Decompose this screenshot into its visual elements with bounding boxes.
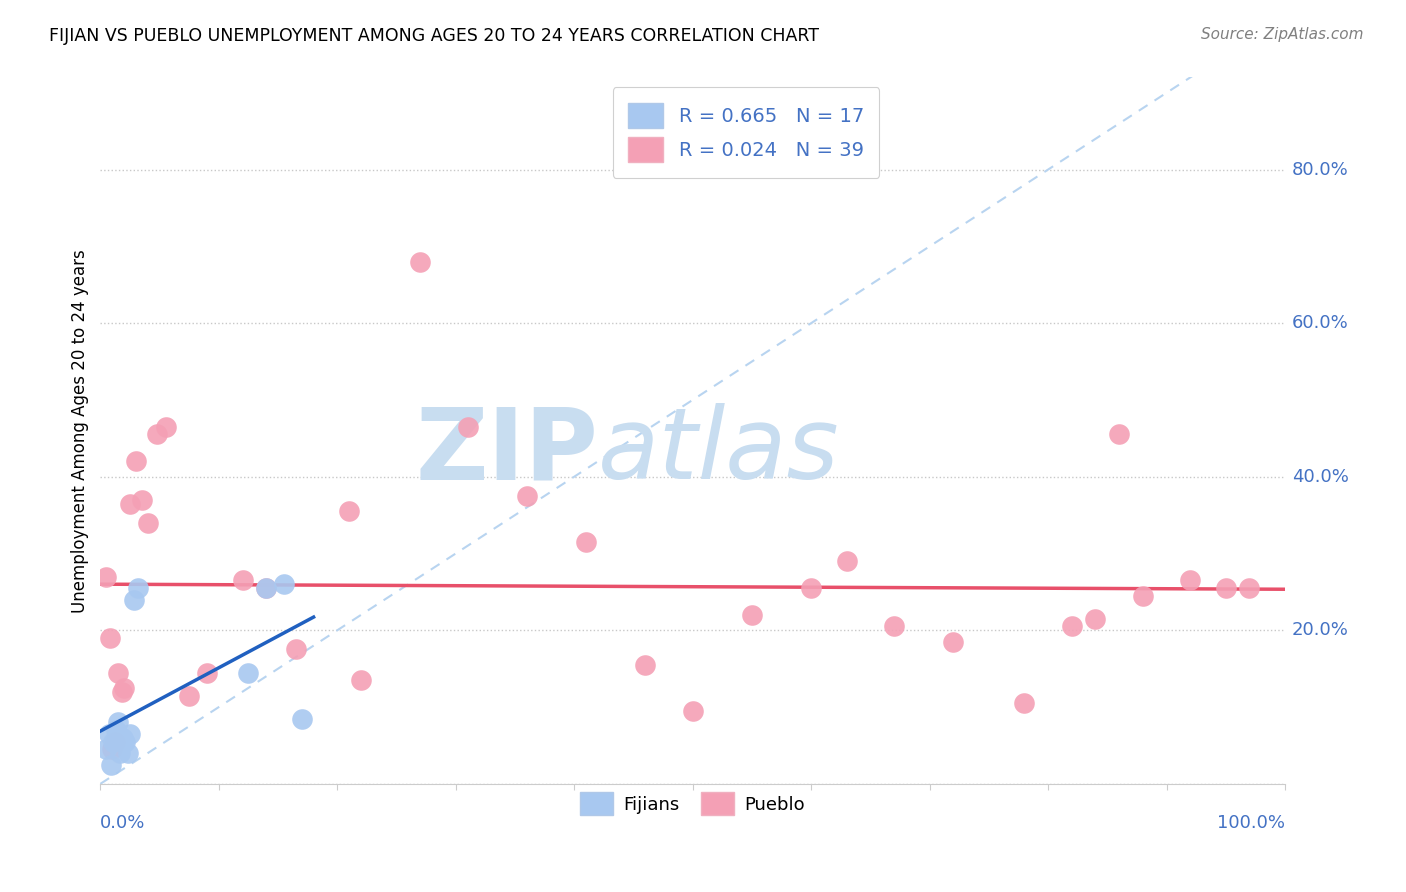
Point bbox=[238, 665, 260, 680]
Point bbox=[1180, 574, 1202, 588]
Point bbox=[1014, 696, 1036, 710]
Point bbox=[1108, 427, 1130, 442]
Text: FIJIAN VS PUEBLO UNEMPLOYMENT AMONG AGES 20 TO 24 YEARS CORRELATION CHART: FIJIAN VS PUEBLO UNEMPLOYMENT AMONG AGES… bbox=[49, 27, 820, 45]
Point bbox=[1132, 589, 1154, 603]
Point bbox=[136, 516, 159, 530]
Point bbox=[96, 742, 118, 756]
Point bbox=[350, 673, 373, 688]
Point bbox=[117, 746, 139, 760]
Point bbox=[1215, 581, 1237, 595]
Point bbox=[155, 419, 177, 434]
Point bbox=[1060, 619, 1083, 633]
Point bbox=[800, 581, 823, 595]
Point bbox=[114, 734, 136, 748]
Point bbox=[942, 635, 965, 649]
Point bbox=[107, 715, 129, 730]
Point bbox=[118, 727, 141, 741]
Text: 20.0%: 20.0% bbox=[1292, 622, 1348, 640]
Point bbox=[118, 497, 141, 511]
Text: 40.0%: 40.0% bbox=[1292, 467, 1348, 486]
Point bbox=[104, 723, 127, 737]
Point bbox=[103, 734, 125, 748]
Point bbox=[96, 569, 118, 583]
Point bbox=[457, 419, 479, 434]
Point bbox=[111, 731, 134, 745]
Point bbox=[112, 681, 135, 695]
Point bbox=[101, 742, 124, 756]
Point bbox=[516, 489, 538, 503]
Point bbox=[110, 746, 132, 760]
Point bbox=[103, 734, 125, 748]
Text: ZIP: ZIP bbox=[415, 403, 598, 500]
Point bbox=[273, 577, 295, 591]
Point bbox=[146, 427, 169, 442]
Text: 60.0%: 60.0% bbox=[1292, 314, 1348, 332]
Point bbox=[682, 704, 704, 718]
Point bbox=[179, 689, 201, 703]
Point bbox=[741, 607, 763, 622]
Point bbox=[409, 254, 432, 268]
Point bbox=[127, 581, 149, 595]
Point bbox=[254, 581, 277, 595]
Point bbox=[122, 592, 145, 607]
Point bbox=[284, 642, 307, 657]
Point bbox=[883, 619, 905, 633]
Point bbox=[1239, 581, 1261, 595]
Point bbox=[97, 727, 120, 741]
Point bbox=[100, 757, 122, 772]
Point bbox=[337, 504, 360, 518]
Point bbox=[835, 554, 858, 568]
Point bbox=[131, 492, 153, 507]
Point bbox=[254, 581, 277, 595]
Text: Source: ZipAtlas.com: Source: ZipAtlas.com bbox=[1201, 27, 1364, 42]
Point bbox=[195, 665, 218, 680]
Point bbox=[125, 454, 148, 468]
Point bbox=[1084, 612, 1107, 626]
Y-axis label: Unemployment Among Ages 20 to 24 years: Unemployment Among Ages 20 to 24 years bbox=[72, 249, 89, 613]
Text: 80.0%: 80.0% bbox=[1292, 161, 1348, 178]
Legend: Fijians, Pueblo: Fijians, Pueblo bbox=[571, 783, 814, 824]
Text: 0.0%: 0.0% bbox=[100, 814, 146, 832]
Text: atlas: atlas bbox=[598, 403, 839, 500]
Point bbox=[98, 631, 121, 645]
Point bbox=[111, 684, 134, 698]
Point bbox=[291, 712, 314, 726]
Point bbox=[575, 535, 598, 549]
Text: 100.0%: 100.0% bbox=[1218, 814, 1285, 832]
Point bbox=[634, 657, 657, 672]
Point bbox=[231, 574, 253, 588]
Point bbox=[107, 665, 129, 680]
